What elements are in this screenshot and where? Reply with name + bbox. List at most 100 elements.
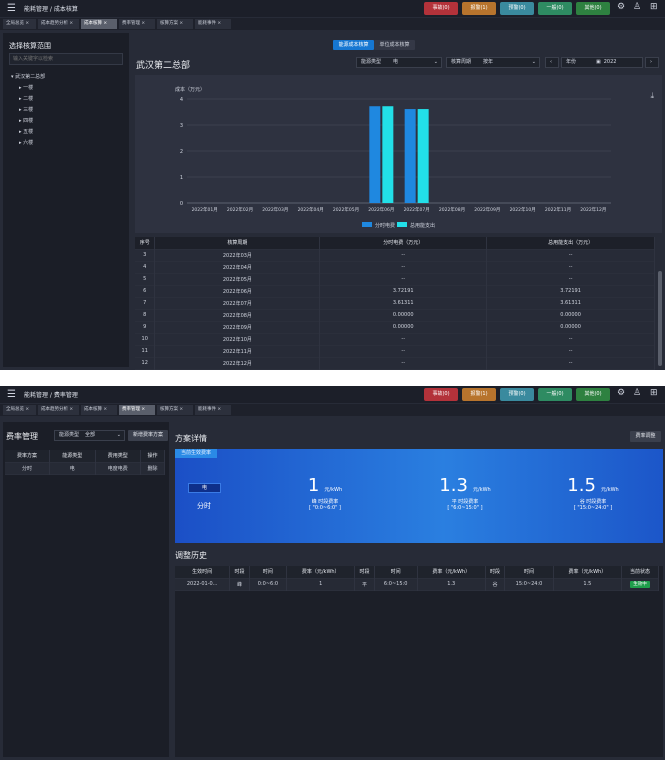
status-cell: 生效中 [621, 578, 660, 590]
history-panel: 生效时间 时段 时间 费率（元/kWh） 时段 时间 费率（元/kWh） 时段 时间 费率（元/k… [175, 566, 663, 757]
table-row[interactable]: 7 2022年07月 3.61311 3.61311 [135, 297, 655, 309]
tab-accounting-plan[interactable]: 核算方案 × [157, 19, 193, 29]
rate-range: [ "15:0~24:0" ] [573, 505, 613, 511]
rate-adjust-button[interactable]: 费率调整 [630, 431, 661, 442]
top-bar: ☰ 能耗管理 / 费率管理 事故(0) 报警(1) 预警(0) 一般(0) 其他… [0, 386, 665, 403]
user-icon[interactable]: ♙ [633, 2, 642, 12]
table-row[interactable]: 5 2022年05月 -- -- [135, 273, 655, 285]
x-tick-label: 2022年12月 [580, 206, 606, 213]
table-row[interactable]: 2022-01-0... 峰 0:0~6:0 1 平 6:0~15:0 1.3 谷 15:0~2… [175, 578, 660, 590]
table-row[interactable]: 10 2022年10月 -- -- [135, 333, 655, 345]
tab-accounting-plan[interactable]: 核算方案 × [157, 405, 193, 415]
tab-cost-trend[interactable]: 成本趋势分析 × [38, 405, 79, 415]
breadcrumb: 能耗管理 / 费率管理 [24, 392, 78, 399]
tree-item-floor-5[interactable]: ▸ 五楼 [19, 129, 34, 135]
new-rate-plan-button[interactable]: 新增费率方案 [128, 430, 168, 441]
rate-value: 1.5 [567, 475, 596, 496]
tab-rate-management[interactable]: 费率管理 × [119, 19, 155, 29]
apps-icon[interactable]: ⊞ [650, 2, 658, 12]
toggle-energy-cost[interactable]: 能源成本核算 [333, 40, 374, 50]
cell: 谷 [485, 578, 506, 590]
calendar-icon: ▣ [596, 59, 601, 65]
energy-type-select[interactable]: 能源类型电 ⌄ [356, 57, 442, 68]
tab-rate-management[interactable]: 费率管理 × [119, 405, 155, 415]
tab-overview[interactable]: 全局总览 × [3, 19, 36, 29]
y-tick-label: 1 [180, 175, 183, 181]
col-header: 序号 [135, 237, 156, 249]
tab-energy-events[interactable]: 能耗事件 × [195, 405, 231, 415]
toggle-unit-cost[interactable]: 单位成本核算 [374, 40, 415, 50]
cell: 1 [286, 578, 356, 590]
legend-label-2[interactable]: 总用能支出 [410, 222, 435, 229]
alarm-alert-button[interactable]: 报警(1) [462, 388, 496, 401]
legend-label-1[interactable]: 分时电费 [375, 222, 395, 229]
table-row[interactable]: 9 2022年09月 0.00000 0.00000 [135, 321, 655, 333]
menu-icon[interactable]: ☰ [7, 389, 16, 400]
chart-legend: 分时电费 总用能支出 [362, 222, 435, 229]
table-row[interactable]: 3 2022年03月 -- -- [135, 249, 655, 261]
alarm-accident-button[interactable]: 事故(0) [424, 2, 458, 15]
bar-1-7[interactable] [404, 109, 416, 203]
history-title: 调整历史 [175, 551, 207, 560]
period-select[interactable]: 核算周期 按年 ⌄ [446, 57, 540, 68]
table-row[interactable]: 6 2022年06月 3.72191 3.72191 [135, 285, 655, 297]
table-row[interactable]: 8 2022年08月 0.00000 0.00000 [135, 309, 655, 321]
tree-item-floor-4[interactable]: ▸ 四楼 [19, 118, 34, 124]
top-bar: ☰ 能耗管理 / 成本核算 事故(0) 报警(1) 预警(0) 一般(0) 其他… [0, 0, 665, 17]
table-row[interactable]: 4 2022年04月 -- -- [135, 261, 655, 273]
col-header: 时间 [249, 566, 288, 578]
rate-name: 谷 时段费率 [579, 499, 607, 505]
alarm-normal-button[interactable]: 一般(0) [538, 2, 572, 15]
rate-unit: 元/kWh [324, 487, 343, 493]
user-icon[interactable]: ♙ [633, 388, 642, 398]
tree-item-floor-1[interactable]: ▸ 一楼 [19, 85, 34, 91]
tree-item-floor-2[interactable]: ▸ 二楼 [19, 96, 34, 102]
bar-2-7[interactable] [417, 109, 429, 203]
prev-year-button[interactable]: ‹ [545, 57, 559, 68]
tree-item-floor-6[interactable]: ▸ 六楼 [19, 140, 34, 146]
table-row[interactable]: 12 2022年12月 -- -- [135, 357, 655, 369]
next-year-button[interactable]: › [645, 57, 659, 68]
alarm-other-button[interactable]: 其他(0) [576, 388, 610, 401]
x-tick-label: 2022年04月 [298, 206, 324, 213]
year-picker[interactable]: 年份 ▣ 2022 [561, 57, 643, 68]
gear-icon[interactable]: ⚙ [617, 388, 626, 398]
chart-bars [369, 106, 429, 203]
cell: -- [486, 345, 655, 357]
alarm-normal-button[interactable]: 一般(0) [538, 388, 572, 401]
tab-cost-accounting[interactable]: 成本核算 × [81, 19, 117, 29]
tab-overview[interactable]: 全局总览 × [3, 405, 36, 415]
tab-energy-events[interactable]: 能耗事件 × [195, 19, 231, 29]
alarm-other-button[interactable]: 其他(0) [576, 2, 610, 15]
legend-swatch-1 [362, 222, 372, 227]
apps-icon[interactable]: ⊞ [650, 388, 658, 398]
table-row[interactable]: 11 2022年11月 -- -- [135, 345, 655, 357]
table-scrollbar[interactable] [658, 271, 662, 366]
y-tick-label: 2 [180, 149, 183, 155]
tree-item-floor-3[interactable]: ▸ 三楼 [19, 107, 34, 113]
cell: -- [486, 249, 655, 261]
bar-2-6[interactable] [382, 106, 394, 203]
energy-type-filter[interactable]: 能源类型 全部 ⌄ [54, 430, 125, 441]
delete-link[interactable]: 删除 [140, 462, 165, 474]
cell: 2022年05月 [154, 273, 321, 285]
menu-icon[interactable]: ☰ [7, 3, 16, 14]
caret-right-icon: ▸ [19, 96, 24, 102]
scope-search-input[interactable] [9, 53, 123, 65]
tree-root[interactable]: ▾ 武汉第二总部 [11, 74, 46, 80]
cell: -- [319, 261, 488, 273]
alarm-warning-button[interactable]: 预警(0) [500, 388, 534, 401]
alarm-warning-button[interactable]: 预警(0) [500, 2, 534, 15]
gear-icon[interactable]: ⚙ [617, 2, 626, 12]
cell: 1.3 [417, 578, 486, 590]
cell: 2022-01-0... [175, 578, 231, 590]
tab-cost-accounting[interactable]: 成本核算 × [81, 405, 117, 415]
rate-unit: 元/kWh [473, 487, 491, 493]
download-icon[interactable]: ⤓ [650, 91, 654, 100]
tab-bar: 全局总览 × 成本趋势分析 × 成本核算 × 费率管理 × 核算方案 × 能耗事… [0, 404, 665, 416]
bar-1-6[interactable] [369, 106, 381, 203]
alarm-alert-button[interactable]: 报警(1) [462, 2, 496, 15]
table-row[interactable]: 分时 电 电度电费 删除 [5, 462, 165, 474]
tab-cost-trend[interactable]: 成本趋势分析 × [38, 19, 79, 29]
alarm-accident-button[interactable]: 事故(0) [424, 388, 458, 401]
